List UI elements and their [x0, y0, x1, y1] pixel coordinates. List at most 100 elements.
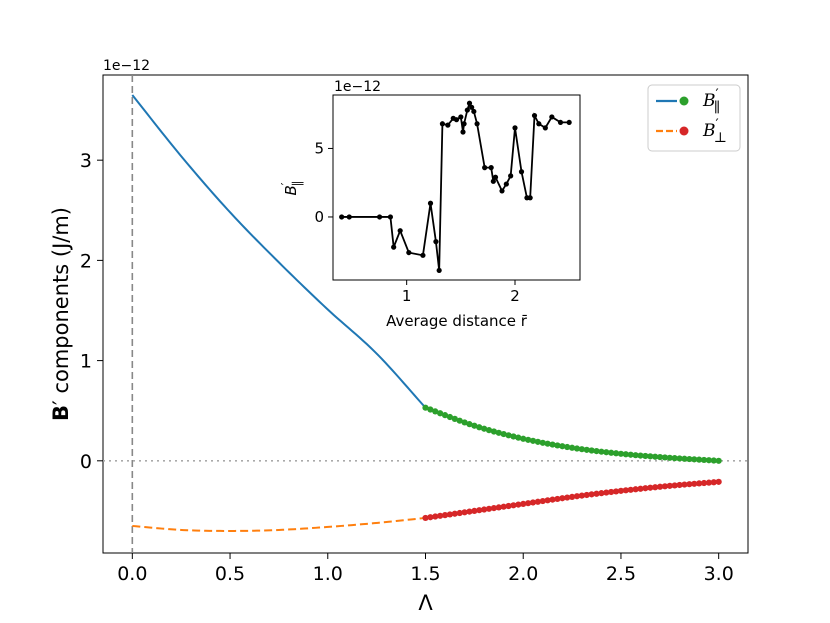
series-3-point: [525, 500, 532, 507]
series-2-point: [456, 417, 463, 424]
series-3-point: [671, 482, 678, 489]
main-offset-text: 1e−12: [103, 58, 150, 74]
series-2-point: [608, 449, 615, 456]
inset-point: [471, 108, 477, 115]
series-2-point: [564, 443, 571, 451]
series-3-point: [666, 482, 673, 489]
series-2-point: [700, 456, 708, 464]
main-x-tick-label: 0.0: [117, 563, 147, 585]
series-3-point: [588, 491, 595, 498]
series-2-point: [647, 453, 654, 460]
series-3-point: [612, 488, 620, 495]
inset-point: [391, 244, 397, 250]
series-3-point: [676, 481, 683, 489]
series-3-point: [471, 507, 478, 515]
inset-series: [339, 100, 572, 274]
series-2-point: [603, 449, 610, 456]
series-3-point: [485, 505, 493, 512]
series-3-point: [466, 508, 473, 515]
series-2-point: [490, 428, 498, 435]
series-3-point: [593, 490, 600, 497]
series-3-point: [481, 506, 488, 513]
series-2-point: [573, 445, 581, 452]
inset-point: [469, 104, 475, 110]
series-2-point: [515, 434, 522, 441]
series-2-point: [476, 424, 483, 431]
inset-point: [458, 114, 464, 120]
series-3-point: [544, 497, 551, 504]
series-2-point: [656, 453, 664, 461]
inset-point: [549, 114, 555, 120]
series-2-point: [578, 446, 585, 453]
inset-y-axis-label: B′∥: [279, 180, 304, 195]
inset-point: [536, 121, 542, 127]
series-2-point: [446, 413, 454, 421]
series-3-point: [686, 481, 693, 488]
inset-point: [453, 117, 460, 123]
series-3-point: [661, 483, 669, 490]
inset-point: [439, 121, 446, 127]
inset-offset-text: 1e−12: [334, 79, 381, 95]
legend-marker-parallel: [679, 96, 689, 106]
inset-y-axis-ticks: 05: [314, 139, 333, 226]
inset-y-tick-label: 5: [314, 139, 324, 157]
inset-point: [397, 228, 403, 234]
main-y-axis-ticks: 0 1 2 3: [80, 150, 103, 473]
series-3-point: [578, 492, 585, 499]
series-2-point: [715, 457, 722, 464]
series-2-point: [549, 441, 556, 448]
main-y-axis-label-rest: ′ components (J/m): [49, 207, 73, 405]
inset-point: [427, 200, 434, 206]
series-3-point: [710, 479, 717, 486]
main-y-axis-label: B′ components (J/m): [49, 207, 73, 421]
inset-point: [433, 239, 439, 245]
series-2-point: [529, 437, 537, 444]
series-2-point: [671, 455, 678, 462]
series-3-point: [456, 509, 463, 517]
series-3-point: [715, 478, 722, 485]
series-2-point: [696, 456, 703, 463]
series-3-point: [534, 498, 541, 505]
series-3-point: [691, 480, 698, 487]
inset-point: [406, 249, 412, 256]
inset-point: [466, 100, 473, 106]
series-3-point: [598, 490, 605, 497]
inset-point: [508, 173, 514, 179]
series-2-point: [422, 404, 429, 411]
series-3-point: [559, 495, 566, 502]
series-2-point: [500, 430, 507, 438]
series-3-point: [568, 493, 576, 500]
series-2-point: [622, 451, 629, 458]
series-3-point: [451, 510, 458, 517]
series-2-point: [593, 447, 600, 455]
series-2-point: [691, 456, 698, 463]
series-3-point: [632, 486, 639, 493]
series-2-point: [481, 425, 488, 432]
series-2-point: [676, 455, 683, 462]
main-x-axis-ticks: 0.0 0.5 1.0 1.5 2.0 2.5 3.0: [117, 553, 734, 585]
series-3-point: [515, 501, 522, 508]
series-2-point: [588, 447, 595, 454]
inset-x-tick-label: 2: [510, 287, 520, 305]
reference-lines: [103, 75, 748, 553]
series-3-point: [490, 505, 498, 512]
legend-entry-parallel: B′ ∥: [656, 87, 720, 116]
inset-point: [482, 165, 488, 171]
series-3-point: [603, 489, 610, 496]
series-2-point: [642, 452, 649, 460]
series-2-point: [681, 455, 688, 462]
inset-point: [376, 214, 383, 220]
main-x-tick-label: 1.5: [410, 563, 440, 585]
inset-point: [420, 252, 426, 258]
series-2-point: [432, 408, 439, 415]
series-3-point: [520, 500, 527, 507]
legend-label-perpendicular: B′ ⊥: [702, 117, 727, 146]
series-2-point: [539, 439, 546, 446]
inset-point: [339, 214, 345, 220]
series-3-point: [647, 484, 654, 491]
series-2-point: [544, 440, 551, 447]
inset-x-axis-label: Average distance r̄: [386, 312, 528, 330]
inset-point: [542, 125, 548, 131]
series-2-point: [705, 457, 713, 464]
